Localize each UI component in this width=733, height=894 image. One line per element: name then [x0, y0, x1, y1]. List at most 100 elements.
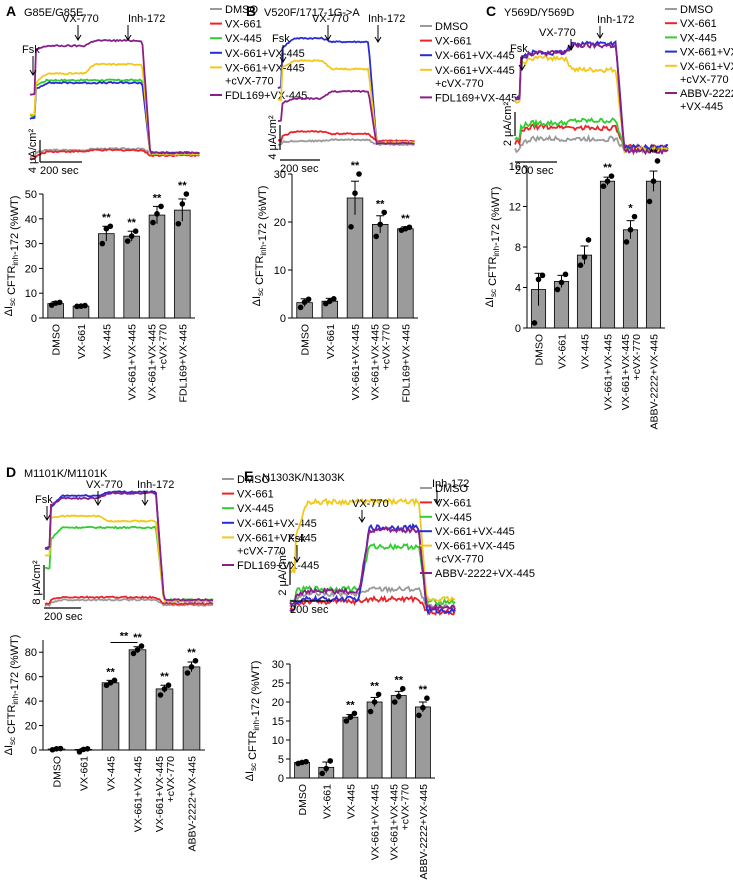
x-tick-label: VX-445 [580, 334, 592, 369]
panel-label-C: C [486, 3, 496, 19]
trace-vx-661-vx-445-cvx-770 [289, 497, 456, 603]
inh-annotation: Inh-172 [368, 13, 405, 25]
data-point [377, 221, 384, 228]
y-label-part: CFTR [247, 731, 259, 763]
y-axis-label: ΔIsc CFTRinh-172 (%WT) [3, 635, 21, 756]
data-point [623, 239, 630, 245]
significance-label: ** [160, 671, 169, 683]
legend-entry: DMSO [225, 4, 258, 16]
bar [148, 214, 166, 319]
x-tick-label: VX-661+VX-445 [370, 324, 382, 400]
data-point [391, 699, 398, 705]
significance-label: ** [346, 699, 355, 711]
y-tick-label: 0 [31, 313, 37, 325]
legend-entry: VX-445 [435, 512, 472, 524]
y-label-part: inh [259, 245, 268, 256]
trace-vx-661-vx-445-cvx-770 [277, 58, 415, 144]
legend-entry: VX-661+VX-445 [435, 526, 515, 538]
trace-vx-661-vx-445-cvx-770 [29, 62, 200, 156]
data-point [150, 219, 156, 226]
data-point [562, 271, 569, 278]
y-tick-label: 80 [25, 647, 37, 659]
x-tick-label: VX-661 [321, 784, 333, 819]
y-label-part: CFTR [487, 257, 499, 289]
trace-vx-445 [30, 78, 200, 157]
y-axis-label: ΔIsc CFTRinh-172 (%WT) [484, 187, 502, 308]
y-tick-label: 8 [515, 242, 521, 254]
inh-arrowhead [374, 36, 382, 43]
data-point [158, 203, 164, 210]
inh-annotation: Inh-172 [137, 479, 174, 491]
current-scale-label: 4 μA/cm² [27, 129, 39, 174]
legend-entry: VX-661+VX-445 [680, 61, 733, 73]
data-point [107, 223, 114, 230]
x-tick-label: VX-661+VX-445 [133, 756, 145, 832]
trace-vx-661 [277, 129, 415, 143]
significance-label: ** [370, 680, 379, 692]
x-tick-label: DMSO [300, 324, 312, 356]
legend-entry: DMSO [435, 21, 468, 33]
data-point [111, 677, 118, 684]
inh-arrowhead [596, 32, 604, 39]
x-tick-label: +cVX-770 [165, 756, 177, 803]
data-point [53, 745, 60, 752]
x-tick-label: DMSO [297, 784, 309, 816]
vx770-annotation: VX-770 [312, 13, 349, 25]
y-tick-label: 10 [272, 735, 284, 747]
y-label-part: -172 (%WT) [250, 661, 262, 720]
inh-arrowhead [141, 499, 149, 506]
time-scale-label: 200 sec [280, 163, 319, 175]
y-label-part: inh [11, 255, 20, 266]
data-point [352, 190, 358, 196]
x-tick-label: VX-445 [106, 756, 118, 791]
current-scale-label: 2 μA/cm² [277, 551, 289, 596]
y-label-part: ΔI [3, 306, 15, 316]
data-point [539, 272, 546, 279]
fsk-annotation: Fsk [288, 533, 306, 545]
data-point [348, 224, 354, 230]
bar [599, 180, 616, 329]
bar [98, 233, 115, 319]
y-tick-label: 0 [31, 745, 37, 757]
vx770-arrowhead [567, 44, 575, 51]
y-label-part: sc [8, 737, 17, 745]
data-point [305, 296, 312, 303]
y-axis-label: ΔIsc CFTRinh-172 (%WT) [3, 196, 21, 317]
y-tick-label: 40 [25, 696, 37, 708]
vx770-annotation: VX-770 [86, 479, 123, 491]
legend-entry: +VX-445 [680, 101, 723, 113]
data-point [124, 238, 131, 244]
data-point [631, 213, 638, 220]
trace-dmso [44, 598, 214, 607]
y-label-part: CFTR [6, 266, 18, 298]
data-point [323, 765, 330, 772]
y-label-part: sc [256, 288, 265, 296]
data-point [103, 225, 110, 232]
data-point [319, 770, 326, 777]
y-tick-label: 0 [515, 323, 521, 335]
x-tick-label: +cVX-770 [631, 334, 643, 381]
significance-label: ** [401, 213, 410, 225]
data-point [395, 693, 402, 700]
y-label-part: sc [249, 763, 258, 771]
data-point [581, 254, 588, 260]
y-tick-label: 60 [25, 672, 37, 684]
x-tick-label: +cVX-770 [158, 324, 170, 371]
data-point [554, 286, 561, 293]
fsk-arrowhead [29, 69, 37, 76]
data-point [175, 220, 182, 227]
y-tick-label: 40 [25, 214, 37, 226]
data-point [375, 691, 382, 698]
bar [123, 235, 140, 319]
inh-arrowhead [433, 498, 441, 505]
data-point [82, 302, 88, 309]
legend-entry: VX-661+VX-445 [435, 65, 515, 77]
y-label-part: ΔI [3, 745, 15, 755]
panel-label-B: B [246, 3, 256, 19]
y-label-part: CFTR [254, 256, 266, 288]
significance-label: ** [394, 675, 403, 687]
x-tick-label: VX-661+VX-445 [127, 324, 139, 400]
x-tick-label: VX-661 [76, 324, 88, 359]
data-point [192, 657, 199, 664]
